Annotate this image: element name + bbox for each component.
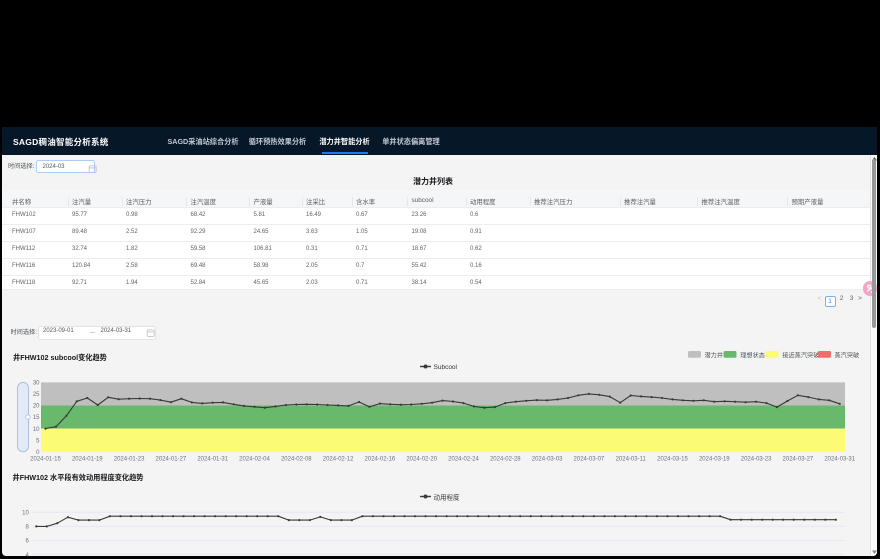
svg-text:2024-02-04: 2024-02-04 xyxy=(239,457,270,463)
svg-text:4: 4 xyxy=(25,553,29,559)
svg-text:井FHW102 subcool变化趋势: 井FHW102 subcool变化趋势 xyxy=(13,353,107,362)
svg-text:2024-03-23: 2024-03-23 xyxy=(741,457,772,463)
svg-text:Subcool: Subcool xyxy=(434,364,458,371)
svg-text:5: 5 xyxy=(36,438,40,444)
svg-text:2024-02-16: 2024-02-16 xyxy=(365,457,396,463)
svg-text:30: 30 xyxy=(33,381,40,387)
svg-text:2024-03-31: 2024-03-31 xyxy=(824,457,855,463)
svg-text:2024-02-20: 2024-02-20 xyxy=(406,457,437,463)
svg-text:接近蒸汽突破: 接近蒸汽突破 xyxy=(782,351,819,359)
svg-text:2024-01-19: 2024-01-19 xyxy=(72,457,103,463)
svg-text:2024-03-15: 2024-03-15 xyxy=(657,457,688,463)
svg-text:20: 20 xyxy=(33,404,40,410)
svg-text:15: 15 xyxy=(33,415,40,421)
svg-text:2024-02-12: 2024-02-12 xyxy=(323,457,354,463)
svg-text:6: 6 xyxy=(25,539,29,545)
svg-text:动用程度: 动用程度 xyxy=(434,492,461,501)
svg-text:2024-03-19: 2024-03-19 xyxy=(699,457,730,463)
svg-text:2024-02-08: 2024-02-08 xyxy=(281,457,312,463)
svg-text:2024-03-03: 2024-03-03 xyxy=(532,457,563,463)
svg-text:2024-03-27: 2024-03-27 xyxy=(783,457,814,463)
svg-text:2024-01-23: 2024-01-23 xyxy=(114,457,145,463)
svg-text:2024-02-28: 2024-02-28 xyxy=(490,457,521,463)
svg-text:10: 10 xyxy=(33,427,40,433)
svg-text:理想状态: 理想状态 xyxy=(740,351,765,359)
svg-text:蒸汽突破: 蒸汽突破 xyxy=(835,351,860,359)
svg-text:0: 0 xyxy=(36,450,40,456)
svg-text:2024-01-27: 2024-01-27 xyxy=(156,457,187,463)
svg-text:潜力井: 潜力井 xyxy=(705,351,724,359)
svg-text:2024-01-31: 2024-01-31 xyxy=(197,457,228,463)
svg-text:2024-03-07: 2024-03-07 xyxy=(574,457,605,463)
svg-text:2024-02-24: 2024-02-24 xyxy=(448,457,479,463)
svg-text:2024-01-15: 2024-01-15 xyxy=(30,457,61,463)
svg-text:2024-03-11: 2024-03-11 xyxy=(616,457,647,463)
svg-text:8: 8 xyxy=(25,525,29,531)
svg-text:井FHW102 水平段有效动用程度变化趋势: 井FHW102 水平段有效动用程度变化趋势 xyxy=(13,473,144,482)
svg-text:10: 10 xyxy=(22,511,29,517)
svg-text:25: 25 xyxy=(33,392,40,398)
